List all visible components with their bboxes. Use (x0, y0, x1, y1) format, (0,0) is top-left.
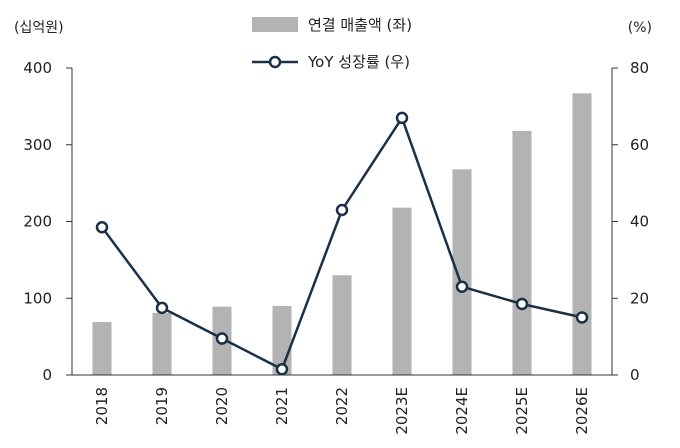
bar (392, 207, 412, 375)
right-axis-unit: (%) (628, 20, 652, 36)
x-tick-label: 2023E (393, 387, 411, 435)
line-point (95, 221, 109, 234)
left-tick-label: 0 (42, 366, 52, 384)
line-point (335, 203, 349, 217)
line-point (215, 332, 229, 345)
x-tick-label: 2025E (513, 387, 531, 435)
right-tick-label: 80 (630, 59, 649, 77)
x-tick-label: 2024E (453, 387, 471, 435)
x-tick-label: 2022 (333, 387, 351, 425)
line-point (275, 362, 289, 376)
left-axis-unit: (십억원) (14, 20, 64, 36)
right-tick-label: 0 (630, 366, 640, 384)
x-tick-label: 2018 (93, 387, 111, 425)
left-tick-label: 300 (23, 136, 52, 154)
right-tick-label: 60 (630, 136, 649, 154)
x-tick-label: 2021 (273, 387, 291, 425)
bar (92, 322, 112, 375)
line-point (575, 311, 589, 324)
bar-series (92, 93, 592, 375)
line-point (515, 297, 529, 311)
right-axis: 0 20 40 60 80 (611, 59, 649, 384)
legend-line-label: YoY 성장률 (우) (307, 53, 410, 71)
bar (152, 312, 172, 375)
left-tick-label: 100 (23, 289, 52, 307)
legend: 연결 매출액 (좌) YoY 성장률 (우) (252, 16, 412, 71)
bar (452, 169, 472, 375)
x-axis: 2018 2019 2020 2021 2022 2023E 2024E 2025E 2026E (72, 374, 612, 435)
x-tick-label: 2026E (573, 387, 591, 435)
bar (332, 275, 352, 375)
left-tick-label: 200 (23, 213, 52, 231)
x-tick-label: 2020 (213, 387, 231, 425)
right-tick-label: 20 (630, 289, 649, 307)
bar (572, 93, 592, 375)
bar (512, 130, 532, 375)
legend-bar-label: 연결 매출액 (좌) (308, 16, 412, 34)
x-tick-label: 2019 (153, 387, 171, 425)
line-series (95, 111, 589, 376)
line-point (395, 111, 409, 125)
legend-line-marker (268, 55, 282, 69)
left-axis: 0 100 200 300 400 (23, 59, 73, 384)
line-point (155, 301, 169, 315)
legend-bar-swatch (252, 17, 298, 32)
line-point (455, 280, 469, 293)
left-tick-label: 400 (23, 59, 52, 77)
right-tick-label: 40 (630, 213, 649, 231)
